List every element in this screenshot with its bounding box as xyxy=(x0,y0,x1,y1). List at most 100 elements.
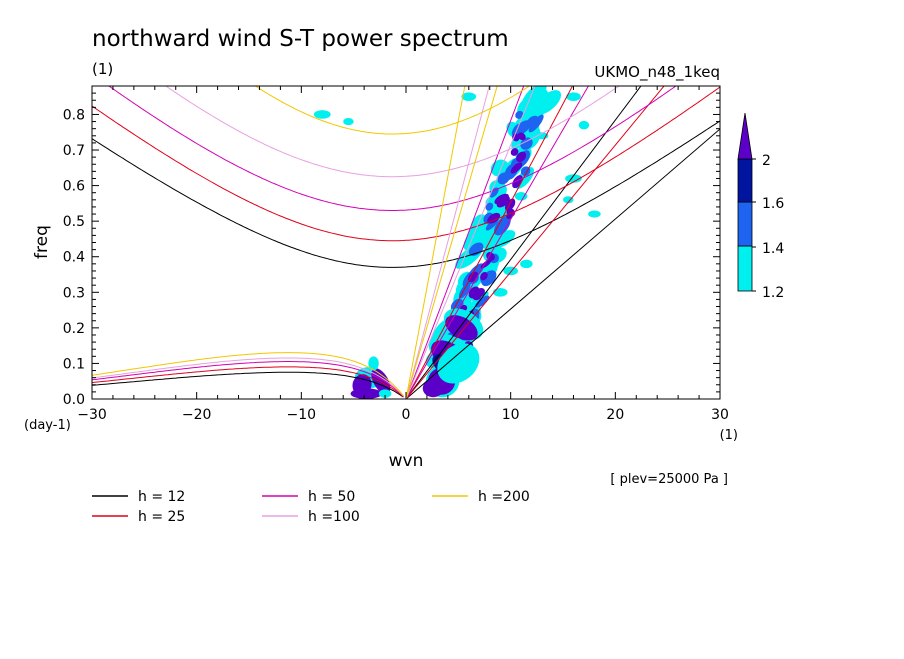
x-unit-label: (1) xyxy=(720,428,738,443)
power-blob xyxy=(566,92,581,101)
y-tick-label: 0.6 xyxy=(63,179,85,195)
power-blob xyxy=(313,110,331,119)
y-tick-label: 0.8 xyxy=(63,107,85,123)
power-blob xyxy=(533,87,549,104)
eastward-line xyxy=(405,86,466,399)
power-blob xyxy=(578,120,590,130)
y-unit-label: (day-1) xyxy=(24,418,71,433)
ig-curve xyxy=(108,86,677,211)
power-blob xyxy=(468,242,484,256)
x-tick-label: 20 xyxy=(606,407,624,423)
colorbar-label: 1.4 xyxy=(762,241,784,257)
power-blob xyxy=(480,271,488,281)
x-tick-label: −10 xyxy=(287,407,317,423)
colorbar-label: 2 xyxy=(762,153,771,169)
y-tick-label: 0.1 xyxy=(63,356,85,372)
y-tick-label: 0.3 xyxy=(63,285,85,301)
dispersion-curves xyxy=(92,86,720,399)
power-blob xyxy=(517,132,526,141)
power-blob xyxy=(503,266,518,276)
chart-subtitle-left: (1) xyxy=(92,60,113,78)
power-blob xyxy=(528,114,544,133)
kelvin-line xyxy=(405,86,536,399)
colorbar-label: 1.2 xyxy=(762,285,784,301)
chart-title: northward wind S-T power spectrum xyxy=(92,26,509,52)
legend-label: h = 50 xyxy=(308,489,355,505)
power-blob xyxy=(510,148,519,156)
power-blob xyxy=(437,343,480,384)
power-blob xyxy=(588,210,601,218)
colorbar-segment xyxy=(737,158,753,203)
power-blob xyxy=(516,151,527,163)
colorbar-label: 1.6 xyxy=(762,196,784,212)
x-tick-label: 0 xyxy=(402,407,411,423)
power-blob xyxy=(520,137,533,150)
y-tick-label: 0.5 xyxy=(63,214,85,230)
power-blob xyxy=(492,288,508,297)
x-tick-label: 10 xyxy=(502,407,520,423)
power-blob xyxy=(487,212,501,224)
power-blob xyxy=(343,118,354,126)
power-blob xyxy=(485,202,494,211)
power-blob xyxy=(378,389,392,398)
power-blob xyxy=(514,191,528,201)
power-blob xyxy=(485,191,504,206)
power-blob xyxy=(533,99,549,119)
power-blob xyxy=(350,388,382,399)
legend-label: h =200 xyxy=(478,489,530,505)
legend-label: h = 25 xyxy=(138,509,185,525)
power-blob xyxy=(422,379,444,398)
y-tick-label: 0.0 xyxy=(63,392,85,408)
y-tick-label: 0.2 xyxy=(63,321,85,337)
x-tick-label: −20 xyxy=(182,407,212,423)
power-blob xyxy=(563,196,574,204)
power-blob xyxy=(368,356,379,371)
kelvin-line xyxy=(405,86,498,399)
power-blob xyxy=(494,193,509,205)
power-blob xyxy=(469,218,487,237)
y-tick-label: 0.4 xyxy=(63,250,85,266)
chart-subtitle-right: UKMO_n48_1keq xyxy=(594,63,720,82)
westward-branch xyxy=(92,361,404,397)
axis-ticks xyxy=(91,85,721,400)
legend-label: h =100 xyxy=(308,509,360,525)
power-blob xyxy=(471,290,482,301)
colorbar: 1.2 1.4 1.6 2 xyxy=(737,112,784,301)
colorbar-segment xyxy=(737,201,753,247)
y-axis-label: freq xyxy=(32,225,52,259)
power-blob xyxy=(497,172,510,185)
eastward-line xyxy=(405,86,490,399)
colorbar-segment xyxy=(737,245,753,292)
eastward-line xyxy=(405,86,574,399)
x-axis-label: wvn xyxy=(389,451,424,471)
westward-branch xyxy=(92,357,404,397)
ig-curve xyxy=(254,86,531,135)
power-blob xyxy=(461,92,477,101)
power-blob xyxy=(515,110,524,119)
power-blob xyxy=(489,187,499,198)
x-tick-labels: −30 −20 −10 0 10 20 30 xyxy=(77,407,729,423)
power-blob xyxy=(546,92,559,101)
westward-branch xyxy=(92,371,404,398)
ig-curve xyxy=(92,86,720,242)
eastward-line xyxy=(405,86,642,399)
ig-curve xyxy=(92,120,720,268)
power-blob xyxy=(520,259,533,269)
plev-annotation: [ plev=25000 Pa ] xyxy=(610,472,728,487)
kelvin-line xyxy=(405,86,665,399)
x-tick-label: 30 xyxy=(711,407,729,423)
westward-branch xyxy=(92,352,404,397)
power-blob xyxy=(494,216,511,236)
y-tick-label: 0.7 xyxy=(63,143,85,159)
legend-label: h = 12 xyxy=(138,489,185,505)
kelvin-line xyxy=(405,86,589,399)
ig-curve xyxy=(164,86,620,178)
westward-branch xyxy=(92,366,404,398)
power-blob xyxy=(510,162,523,174)
colorbar-triangle xyxy=(737,112,753,160)
eastward-line xyxy=(405,86,525,399)
power-blob xyxy=(513,120,532,136)
x-tick-label: −30 xyxy=(77,407,107,423)
kelvin-line xyxy=(405,128,720,399)
